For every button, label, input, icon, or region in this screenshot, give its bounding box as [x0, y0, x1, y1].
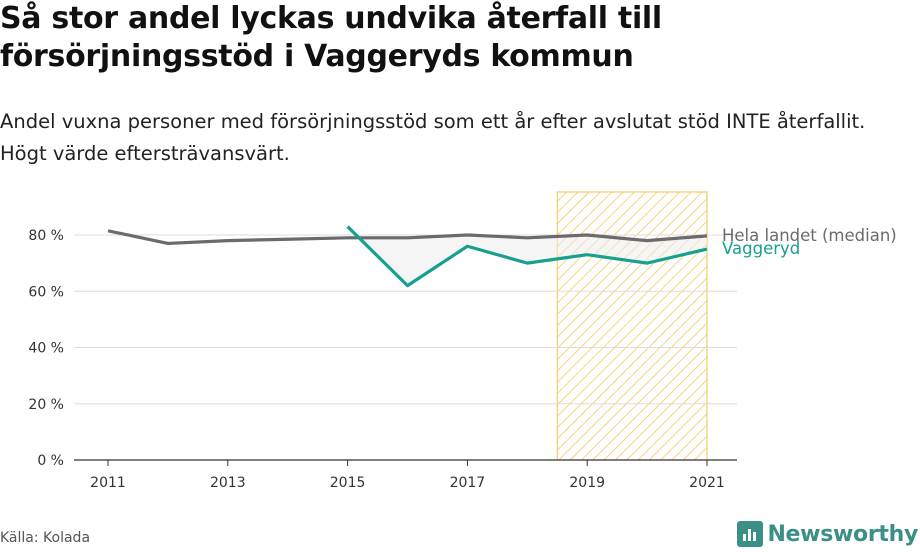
y-tick-label: 60 % [28, 284, 64, 300]
highlight-period [556, 191, 708, 461]
x-tick-label: 2011 [90, 475, 126, 491]
series-line-national [107, 229, 708, 246]
series-line-vaggeryd [346, 225, 708, 288]
gap-area [347, 226, 707, 286]
data-point-national [406, 236, 410, 240]
data-point-national [286, 237, 290, 241]
data-point-vaggeryd [705, 247, 709, 251]
y-tick-label: 20 % [28, 397, 64, 413]
brand-name: Newsworthy [767, 521, 918, 547]
data-point-vaggeryd [525, 261, 529, 265]
y-tick-label: 0 % [37, 453, 64, 469]
source-note: Källa: Kolada [0, 530, 91, 546]
data-point-national [106, 229, 110, 233]
series-label-national: Hela landet (median) [722, 226, 897, 245]
x-tick-label: 2015 [330, 475, 366, 491]
brand-logo[interactable]: Newsworthy [737, 519, 918, 549]
data-point-national [346, 236, 350, 240]
data-point-national [166, 241, 170, 245]
data-point-vaggeryd [645, 261, 649, 265]
data-point-national [705, 234, 709, 238]
x-tick-label: 2013 [210, 475, 246, 491]
data-point-vaggeryd [465, 244, 469, 248]
chart-subtitle: Andel vuxna personer med försörjningsstö… [0, 110, 866, 165]
data-point-national [525, 236, 529, 240]
y-tick-label: 40 % [28, 341, 64, 357]
x-tick-label: 2017 [450, 475, 486, 491]
data-point-vaggeryd [585, 253, 589, 257]
y-tick-label: 80 % [28, 228, 64, 244]
x-tick-label: 2021 [689, 475, 725, 491]
data-point-national [465, 233, 469, 237]
data-point-vaggeryd [346, 225, 350, 229]
data-point-national [585, 233, 589, 237]
series-label-vaggeryd: Vaggeryd [722, 239, 800, 258]
data-point-vaggeryd [406, 284, 410, 288]
newsworthy-logo-icon [737, 521, 764, 547]
chart-title: Så stor andel lyckas undvika återfall ti… [0, 1, 662, 74]
x-tick-label: 2019 [569, 475, 605, 491]
data-point-national [645, 239, 649, 243]
data-point-national [226, 239, 230, 243]
